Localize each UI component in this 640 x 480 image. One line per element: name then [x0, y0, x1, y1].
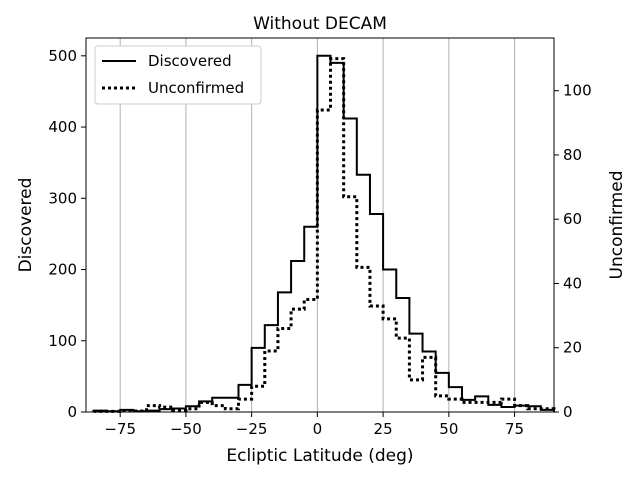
- y-axis-left: 0 100 200 300 400 500: [48, 47, 86, 421]
- y-right-tick-label: 20: [563, 339, 582, 357]
- y-right-tick-label: 100: [563, 82, 592, 100]
- x-tick-label: 50: [439, 420, 458, 438]
- x-axis: −75 −50 −25 0 25 50 75: [104, 412, 524, 438]
- legend-box: [94, 45, 262, 105]
- x-tick-label: 75: [505, 420, 524, 438]
- y-left-tick-label: 400: [48, 118, 77, 136]
- y-left-tick-label: 500: [48, 47, 77, 65]
- y-axis-left-label: Discovered: [16, 178, 36, 273]
- x-tick-label: −75: [104, 420, 136, 438]
- y-right-tick-label: 60: [563, 210, 582, 228]
- y-left-tick-label: 0: [67, 403, 77, 421]
- y-right-tick-label: 40: [563, 274, 582, 292]
- y-axis-right: 0 20 40 60 80 100: [554, 82, 592, 421]
- y-right-tick-label: 80: [563, 146, 582, 164]
- x-axis-label: Ecliptic Latitude (deg): [226, 446, 413, 466]
- y-right-tick-label: 0: [563, 403, 573, 421]
- x-tick-label: 25: [374, 420, 393, 438]
- y-axis-right-label: Unconfirmed: [607, 171, 627, 280]
- series-discovered-step: [92, 54, 555, 413]
- plot-frame: [85, 37, 555, 413]
- y-left-tick-label: 200: [48, 261, 77, 279]
- chart-title: Without DECAM: [253, 14, 387, 34]
- legend-label-unconfirmed: Unconfirmed: [148, 79, 244, 97]
- x-tick-label: 0: [313, 420, 323, 438]
- x-tick-label: −25: [236, 420, 268, 438]
- series-layer: [92, 54, 556, 413]
- y-left-tick-label: 300: [48, 189, 77, 207]
- y-left-tick-label: 100: [48, 332, 77, 350]
- legend: Discovered Unconfirmed: [94, 45, 262, 105]
- legend-label-discovered: Discovered: [148, 52, 232, 70]
- x-tick-label: −50: [170, 420, 202, 438]
